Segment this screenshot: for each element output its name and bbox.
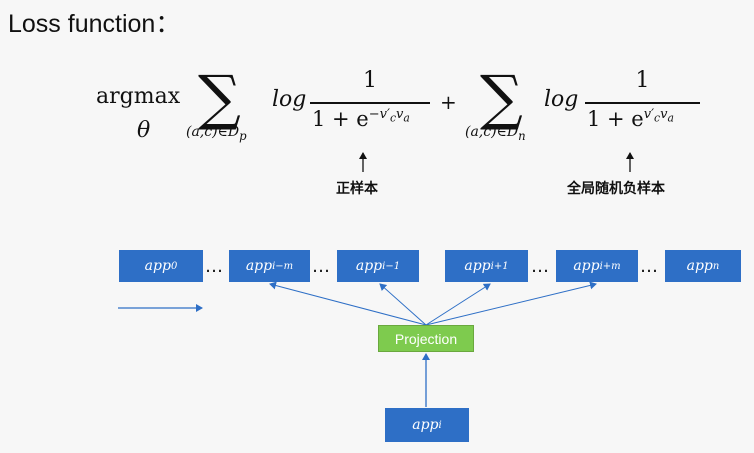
- log-negative: log: [544, 87, 579, 112]
- denominator-positive: 1 + e−v′cva: [312, 107, 410, 131]
- input-box-app-i: app i: [385, 408, 469, 442]
- log-positive: log: [272, 87, 307, 112]
- ellipsis-3: …: [531, 256, 549, 277]
- context-box-app-i+m: app i+m: [556, 250, 638, 282]
- sum-symbol-negative: ∑: [480, 63, 523, 133]
- fraction-line-negative: [585, 102, 700, 104]
- context-box-app-n: app n: [665, 250, 741, 282]
- ellipsis-2: …: [312, 256, 330, 277]
- argmax-text: argmax: [96, 84, 181, 109]
- denominator-negative: 1 + ev′cva: [587, 107, 674, 131]
- theta-symbol: θ: [137, 118, 151, 143]
- proj-arrow-i-1: [379, 283, 427, 326]
- ellipsis-1: …: [205, 256, 223, 277]
- projection-box: Projection: [378, 325, 474, 352]
- context-box-app-0: app 0: [119, 250, 203, 282]
- sum-subscript-negative: (a,c)∈Dn: [465, 124, 526, 143]
- fraction-line-positive: [310, 102, 430, 104]
- proj-arrow-i+1: [425, 283, 491, 326]
- context-box-app-i+1: app i+1: [445, 250, 528, 282]
- proj-arrow-i-m: [269, 281, 427, 326]
- numerator-positive: 1: [363, 68, 377, 93]
- sum-subscript-positive: (a,c)∈Dp: [186, 124, 247, 143]
- sum-symbol-positive: ∑: [198, 63, 241, 133]
- numerator-negative: 1: [635, 68, 650, 93]
- caption-negative-samples: 全局随机负样本: [567, 181, 665, 197]
- context-box-app-i-m: app i−m: [229, 250, 310, 282]
- page-title: Loss function：: [8, 10, 181, 38]
- proj-arrow-i+m: [425, 281, 597, 326]
- ellipsis-4: …: [640, 256, 658, 277]
- context-box-app-i-1: app i−1: [337, 250, 419, 282]
- caption-positive-samples: 正样本: [336, 181, 378, 197]
- plus-sign: +: [440, 90, 457, 114]
